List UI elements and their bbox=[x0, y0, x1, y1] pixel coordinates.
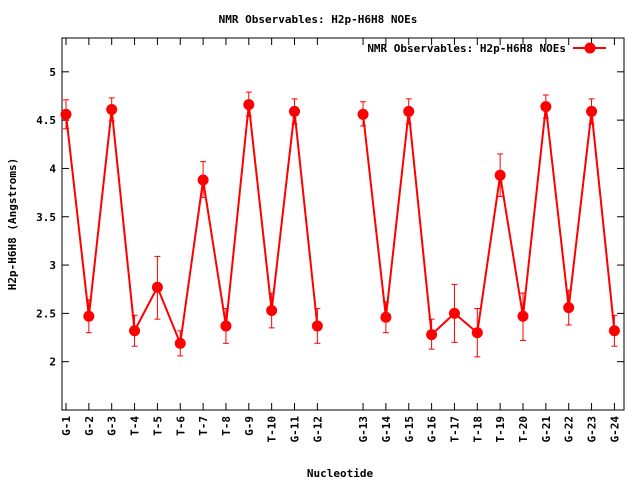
y-axis: 2 2.5 3 3.5 4 4.5 5 bbox=[36, 66, 624, 369]
y-tick-label: 3 bbox=[49, 259, 56, 272]
x-tick-label: G-15 bbox=[403, 416, 416, 443]
data-point bbox=[357, 108, 369, 120]
x-axis-label: Nucleotide bbox=[307, 467, 374, 480]
x-axis: G-1 G-2 G-3 T-4 T-5 T-6 T-7 T-8 G-9 T-10 G-11 G-12 G… bbox=[60, 38, 621, 443]
data-point bbox=[266, 304, 278, 316]
x-tick-label: G-1 bbox=[60, 416, 73, 436]
x-tick-label: G-21 bbox=[540, 416, 553, 443]
x-tick-label: G-3 bbox=[106, 416, 119, 436]
x-tick-label: G-24 bbox=[608, 416, 621, 443]
x-tick-label: T-19 bbox=[494, 416, 507, 443]
x-tick-label: T-5 bbox=[151, 416, 164, 436]
x-tick-label: G-11 bbox=[289, 416, 302, 443]
x-tick-label: G-14 bbox=[380, 416, 393, 443]
y-tick-label: 4 bbox=[49, 162, 56, 175]
x-tick-label: T-8 bbox=[220, 416, 233, 436]
data-point bbox=[83, 310, 95, 322]
data-point bbox=[471, 327, 483, 339]
data-series bbox=[60, 91, 620, 358]
data-point bbox=[106, 104, 118, 116]
data-point bbox=[494, 169, 506, 181]
x-tick-label: T-4 bbox=[129, 416, 142, 436]
x-tick-label: T-10 bbox=[266, 416, 279, 443]
series-line bbox=[65, 104, 319, 348]
data-point bbox=[563, 302, 575, 314]
x-tick-label: G-16 bbox=[426, 416, 439, 443]
y-axis-label: H2p-H6H8 (Angstroms) bbox=[6, 158, 19, 290]
y-tick-label: 2 bbox=[49, 356, 56, 369]
y-tick-label: 2.5 bbox=[36, 307, 56, 320]
x-tick-label: T-7 bbox=[197, 416, 210, 436]
plot-frame bbox=[61, 37, 625, 411]
legend-swatch-marker bbox=[584, 42, 596, 54]
data-point bbox=[220, 320, 232, 332]
data-point bbox=[608, 325, 620, 337]
x-tick-label: G-2 bbox=[83, 416, 96, 436]
data-point bbox=[380, 311, 392, 323]
x-tick-label: G-22 bbox=[563, 416, 576, 443]
data-point bbox=[540, 101, 552, 113]
data-point bbox=[426, 329, 438, 341]
data-point bbox=[129, 325, 141, 337]
data-point bbox=[448, 307, 460, 319]
data-point bbox=[174, 337, 186, 349]
data-point bbox=[151, 281, 163, 293]
legend-label: NMR Observables: H2p-H6H8 NOEs bbox=[367, 42, 566, 55]
series-line bbox=[362, 106, 616, 337]
x-tick-label: G-12 bbox=[311, 416, 324, 443]
chart-title: NMR Observables: H2p-H6H8 NOEs bbox=[219, 13, 418, 26]
y-tick-label: 5 bbox=[49, 66, 56, 79]
x-tick-label: T-6 bbox=[174, 416, 187, 436]
y-tick-label: 3.5 bbox=[36, 211, 56, 224]
data-point bbox=[243, 99, 255, 111]
legend: NMR Observables: H2p-H6H8 NOEs bbox=[367, 42, 606, 55]
data-point bbox=[311, 320, 323, 332]
x-tick-label: T-17 bbox=[448, 416, 461, 443]
data-point bbox=[289, 105, 300, 117]
y-tick-label: 4.5 bbox=[36, 114, 56, 127]
x-tick-label: T-18 bbox=[471, 416, 484, 443]
x-tick-label: G-13 bbox=[357, 416, 370, 443]
data-point bbox=[403, 105, 415, 117]
data-point bbox=[60, 108, 72, 120]
data-point bbox=[517, 310, 529, 322]
x-tick-label: G-23 bbox=[586, 416, 599, 443]
data-point bbox=[197, 174, 209, 186]
x-tick-label: G-9 bbox=[243, 416, 256, 436]
x-tick-label: T-20 bbox=[517, 416, 530, 443]
data-point bbox=[586, 105, 598, 117]
